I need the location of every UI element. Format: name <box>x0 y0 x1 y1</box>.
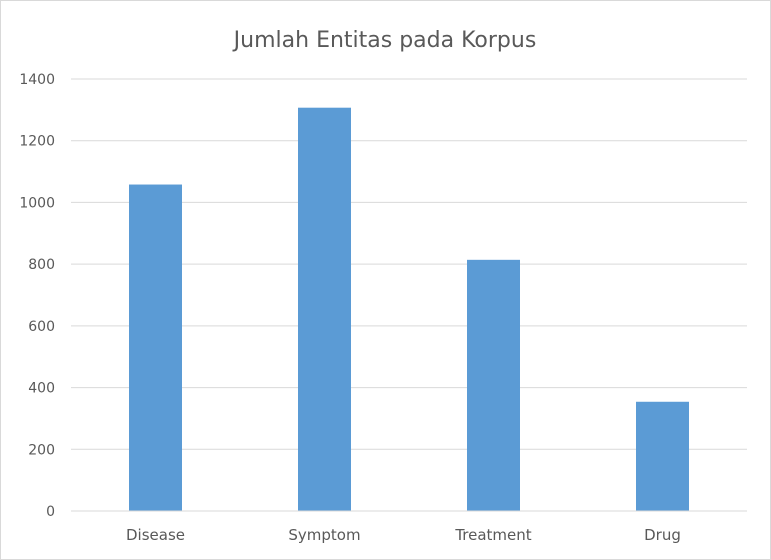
chart-title: Jumlah Entitas pada Korpus <box>232 28 537 53</box>
bar-drug <box>636 401 689 511</box>
y-tick-label: 1400 <box>19 72 55 88</box>
y-tick-label: 1200 <box>19 134 55 150</box>
y-tick-label: 0 <box>46 504 55 520</box>
x-category-label: Disease <box>126 526 185 544</box>
y-axis-ticks: 0 200 400 600 800 1000 1200 1400 <box>19 72 55 520</box>
gridlines <box>71 78 747 450</box>
y-tick-label: 800 <box>28 257 55 273</box>
x-category-label: Drug <box>644 526 681 544</box>
y-tick-label: 1000 <box>19 195 55 211</box>
bar-disease <box>129 184 182 511</box>
x-category-label: Symptom <box>288 526 360 544</box>
y-tick-label: 600 <box>28 319 55 335</box>
y-tick-label: 400 <box>28 381 55 397</box>
y-tick-label: 200 <box>28 442 55 458</box>
x-category-label: Treatment <box>454 526 531 544</box>
x-axis-categories: Disease Symptom Treatment Drug <box>126 526 681 544</box>
bar-symptom <box>298 107 351 511</box>
bars <box>129 107 689 511</box>
bar-treatment <box>467 259 520 511</box>
